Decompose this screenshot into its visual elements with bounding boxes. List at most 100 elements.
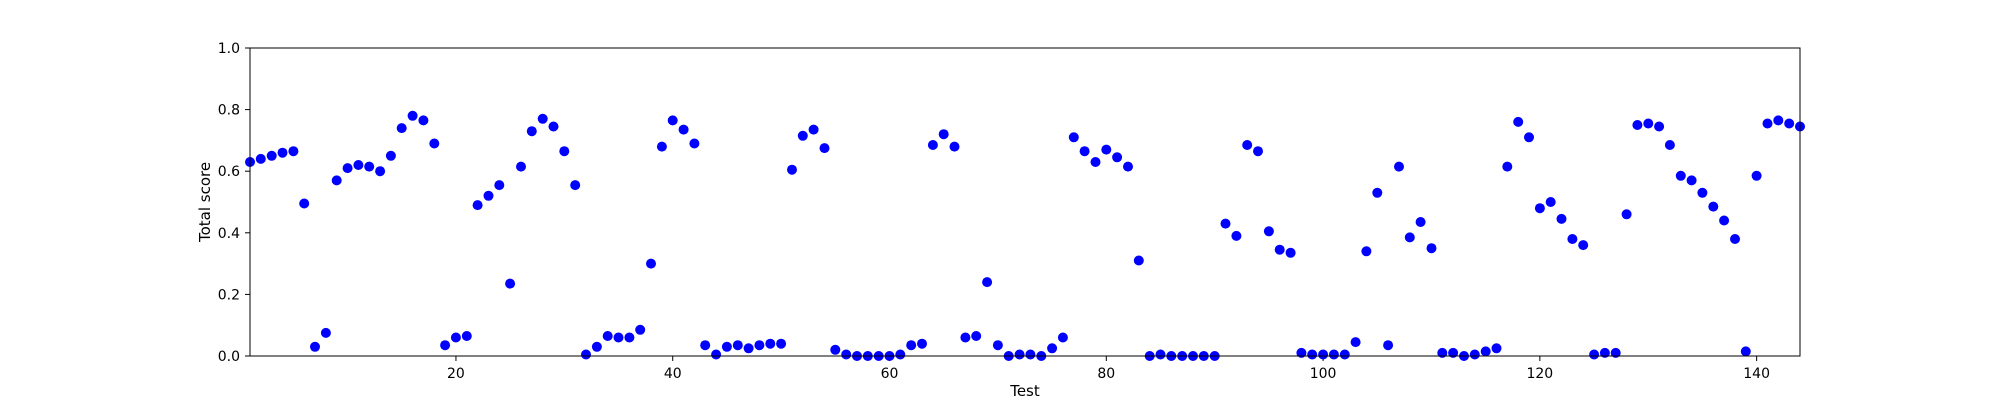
data-point (1383, 340, 1394, 351)
x-tick-label: 120 (1526, 366, 1553, 382)
data-point (1101, 144, 1112, 155)
data-point (364, 161, 375, 172)
data-points (245, 110, 1805, 361)
data-point (288, 146, 299, 157)
data-point (1068, 132, 1079, 143)
data-point (1534, 203, 1545, 214)
data-point (1274, 244, 1285, 255)
data-point (331, 175, 342, 186)
data-point (1361, 246, 1372, 257)
data-point (429, 138, 440, 149)
data-point (808, 124, 819, 135)
x-tick-label: 80 (1097, 366, 1115, 382)
data-point (1328, 349, 1339, 360)
data-point (1025, 349, 1036, 360)
data-point (1654, 121, 1665, 132)
data-point (1599, 347, 1610, 358)
x-tick-label: 20 (447, 366, 465, 382)
data-point (992, 340, 1003, 351)
data-point (483, 190, 494, 201)
data-point (1253, 146, 1263, 157)
data-point (1155, 349, 1166, 360)
data-point (732, 340, 743, 351)
data-point (1047, 343, 1058, 354)
data-point (516, 161, 526, 172)
data-point (927, 140, 938, 150)
y-tick-label: 1.0 (218, 41, 240, 57)
data-point (494, 180, 505, 191)
data-point (895, 349, 906, 360)
data-point (1632, 120, 1643, 130)
data-point (1556, 213, 1567, 224)
data-point (678, 124, 689, 135)
data-point (418, 115, 429, 126)
data-point (537, 113, 548, 124)
data-point (1686, 175, 1697, 186)
data-point (1448, 347, 1459, 358)
data-point (310, 341, 320, 352)
data-point (472, 200, 483, 211)
x-tick-label: 100 (1310, 366, 1337, 382)
x-tick-label: 60 (881, 366, 899, 382)
data-point (591, 341, 602, 352)
data-point (342, 163, 353, 174)
data-point (1524, 132, 1534, 143)
data-point (1697, 187, 1708, 198)
data-point (1621, 209, 1632, 220)
data-point (1469, 349, 1480, 360)
y-tick-label: 0.6 (218, 164, 240, 180)
data-point (1589, 349, 1600, 360)
data-point (526, 126, 537, 137)
data-point (938, 129, 949, 140)
data-point (797, 130, 808, 141)
data-point (1339, 349, 1350, 360)
data-point (1350, 337, 1361, 348)
data-point (689, 138, 700, 149)
data-point (1664, 140, 1675, 150)
data-point (407, 110, 418, 121)
data-point (1285, 247, 1296, 258)
data-point (1404, 232, 1415, 243)
data-point (1112, 152, 1123, 163)
x-axis-label: Test (1009, 382, 1040, 400)
data-point (353, 160, 364, 170)
data-point (1263, 226, 1274, 237)
data-point (1090, 157, 1101, 167)
data-point (1730, 234, 1740, 244)
data-point (1762, 118, 1773, 129)
data-point (656, 141, 667, 152)
data-point (255, 153, 266, 164)
data-point (440, 340, 451, 351)
data-point (1773, 115, 1784, 126)
y-tick-label: 0.0 (218, 349, 240, 365)
data-point (1513, 116, 1524, 127)
data-point (1480, 346, 1491, 357)
data-point (1318, 349, 1329, 360)
data-point (1643, 118, 1654, 129)
data-point (1567, 234, 1578, 244)
data-point (1426, 243, 1437, 254)
data-point (581, 349, 591, 360)
data-point (450, 332, 461, 343)
data-point (624, 332, 635, 343)
data-point (548, 121, 559, 132)
data-point (971, 331, 982, 341)
data-point (1242, 140, 1253, 150)
data-point (982, 277, 993, 288)
data-point (1675, 170, 1686, 181)
data-point (1784, 118, 1795, 129)
data-point (917, 338, 927, 349)
data-point (505, 278, 516, 289)
data-point (635, 324, 646, 335)
data-point (1502, 161, 1513, 172)
data-point (765, 338, 776, 349)
data-point (1491, 343, 1502, 354)
data-point (1133, 255, 1144, 266)
data-point (1079, 146, 1090, 157)
data-point (1719, 215, 1730, 226)
data-point (1014, 349, 1025, 360)
data-point (1437, 347, 1448, 358)
data-point (1123, 161, 1133, 172)
data-point (1740, 346, 1751, 357)
